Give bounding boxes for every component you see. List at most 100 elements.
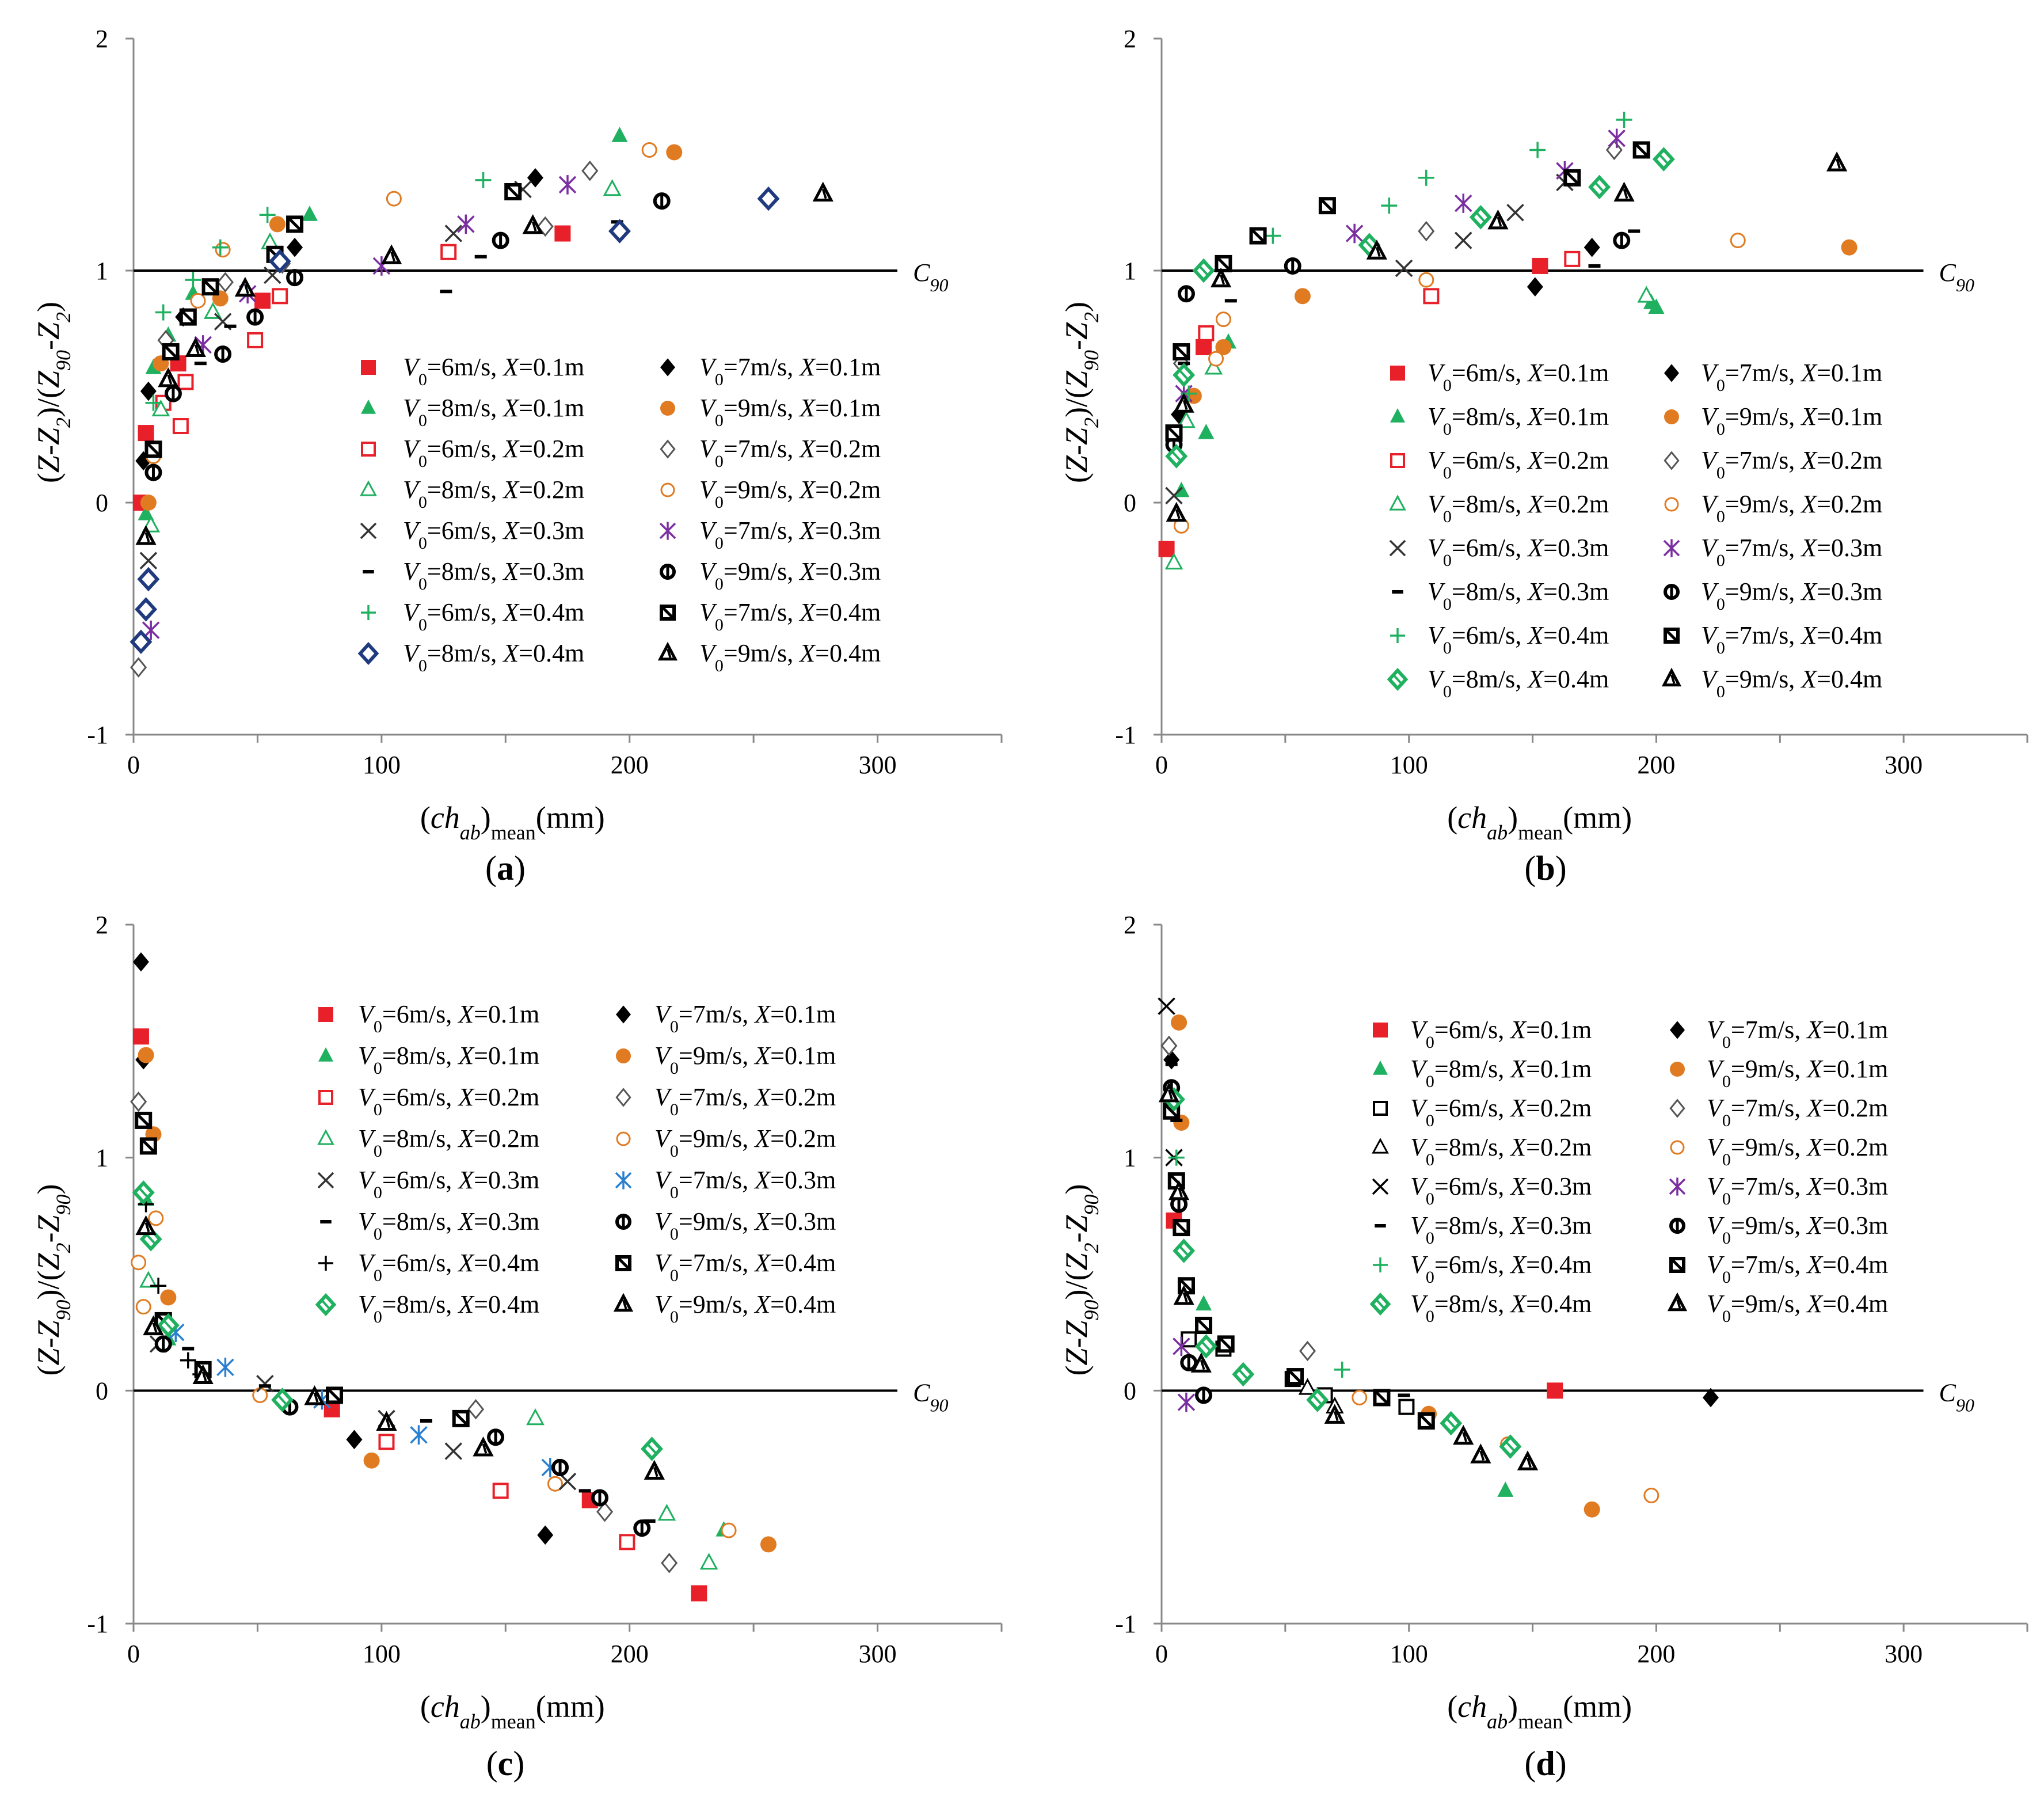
data-point [258, 1384, 271, 1388]
legend-marker [1390, 366, 1405, 381]
data-point [1299, 1340, 1316, 1362]
legend-entry: V0=7m/s, X=0.4m [654, 1249, 836, 1285]
legend-marker [360, 480, 377, 496]
legend-entry: V0=9m/s, X=0.1m [654, 1042, 836, 1078]
data-point [212, 239, 229, 256]
legend-marker [318, 1256, 333, 1271]
data-point [1398, 1398, 1415, 1415]
data-point [135, 1215, 157, 1236]
legend-entry: V0=7m/s, X=0.4m [699, 598, 881, 634]
y-tick-label: 1 [96, 1144, 108, 1172]
data-point [130, 657, 147, 678]
data-point [1352, 1389, 1368, 1405]
x-axis-title: (chab)mean(mm) [420, 1689, 605, 1733]
x-tick-label: 200 [611, 751, 649, 779]
data-point [760, 1536, 777, 1553]
data-point [1628, 229, 1640, 233]
x-tick-label: 300 [1885, 751, 1923, 779]
data-point [1702, 1388, 1719, 1408]
data-point [1177, 1392, 1196, 1412]
data-point [1166, 501, 1187, 522]
data-point [1398, 1393, 1410, 1397]
x-tick-label: 0 [1155, 1640, 1168, 1668]
data-point [144, 440, 162, 458]
data-point [215, 242, 231, 258]
data-point [140, 495, 157, 511]
legend-marker [1389, 539, 1406, 557]
data-point [268, 249, 291, 274]
data-point [1318, 197, 1336, 215]
data-point [1210, 267, 1232, 288]
data-point [1517, 1450, 1539, 1470]
data-point [252, 1387, 268, 1403]
data-point [179, 308, 197, 326]
data-point [1215, 311, 1231, 328]
legend-marker [315, 1293, 337, 1317]
legend-entry: V0=7m/s, X=0.1m [1707, 1016, 1888, 1052]
data-point [135, 1111, 153, 1129]
data-point [139, 1227, 162, 1252]
data-point [721, 1522, 737, 1538]
legend-marker [363, 570, 374, 573]
legend-marker [1392, 590, 1403, 594]
x-tick-label: 200 [1637, 1640, 1675, 1668]
data-point [132, 1028, 149, 1045]
x-tick-label: 300 [859, 751, 897, 779]
data-point [661, 1553, 678, 1574]
legend-entry: V0=8m/s, X=0.4m [1410, 1290, 1592, 1326]
legend-entry: V0=8m/s, X=0.3m [1410, 1211, 1592, 1248]
data-point [1173, 1284, 1194, 1305]
legend-marker [659, 522, 676, 540]
data-point [180, 1352, 196, 1369]
data-point [1158, 541, 1175, 557]
legend-marker [1669, 1218, 1685, 1234]
x-tick-label: 300 [859, 1640, 897, 1668]
data-point [1395, 259, 1413, 278]
data-point [1215, 254, 1232, 272]
data-point [1584, 1501, 1600, 1518]
data-point [386, 191, 402, 207]
data-points [130, 127, 833, 678]
legend-entry: V0=9m/s, X=0.4m [699, 639, 881, 675]
data-point [185, 337, 206, 358]
data-point [138, 425, 154, 442]
y-tick-label: -1 [1115, 721, 1136, 749]
data-point [644, 1460, 665, 1480]
panel-label-b: (b) [1524, 849, 1566, 887]
legend-marker [357, 641, 379, 666]
data-point [157, 1313, 180, 1338]
data-point [467, 1398, 485, 1420]
data-point [591, 1489, 609, 1507]
data-point [380, 244, 402, 264]
data-point [158, 367, 179, 387]
data-point [1826, 151, 1848, 172]
data-point [1527, 277, 1543, 297]
legend-marker [1670, 1140, 1685, 1155]
data-point [1637, 286, 1656, 303]
legend-entry: V0=7m/s, X=0.1m [699, 353, 881, 389]
x-tick-label: 100 [1390, 751, 1428, 779]
data-point [363, 1452, 380, 1469]
data-point [608, 219, 631, 244]
data-point [1163, 1050, 1180, 1070]
y-tick-label: 1 [1124, 1144, 1136, 1172]
data-point [376, 1411, 397, 1431]
legend-marker [1670, 1021, 1685, 1039]
c90-label: C90 [913, 1378, 948, 1415]
legend-marker [1669, 1099, 1685, 1118]
data-point [1165, 424, 1183, 442]
data-point [216, 272, 234, 292]
data-point [1198, 325, 1215, 341]
legend-marker [317, 1129, 334, 1145]
data-point [1158, 997, 1175, 1015]
data-point [420, 1419, 432, 1423]
data-point [1196, 339, 1212, 355]
data-point [138, 505, 154, 520]
legend-marker [361, 442, 376, 457]
legend-marker [660, 401, 675, 416]
data-point [139, 552, 158, 569]
data-point [1165, 1062, 1178, 1066]
data-point [547, 1476, 563, 1492]
data-point [259, 207, 276, 223]
panel-d: -1 0 1 2 0 100 200 300 C90 (chab)mean(mm) (Z-Z90)/… [1059, 911, 2028, 1783]
